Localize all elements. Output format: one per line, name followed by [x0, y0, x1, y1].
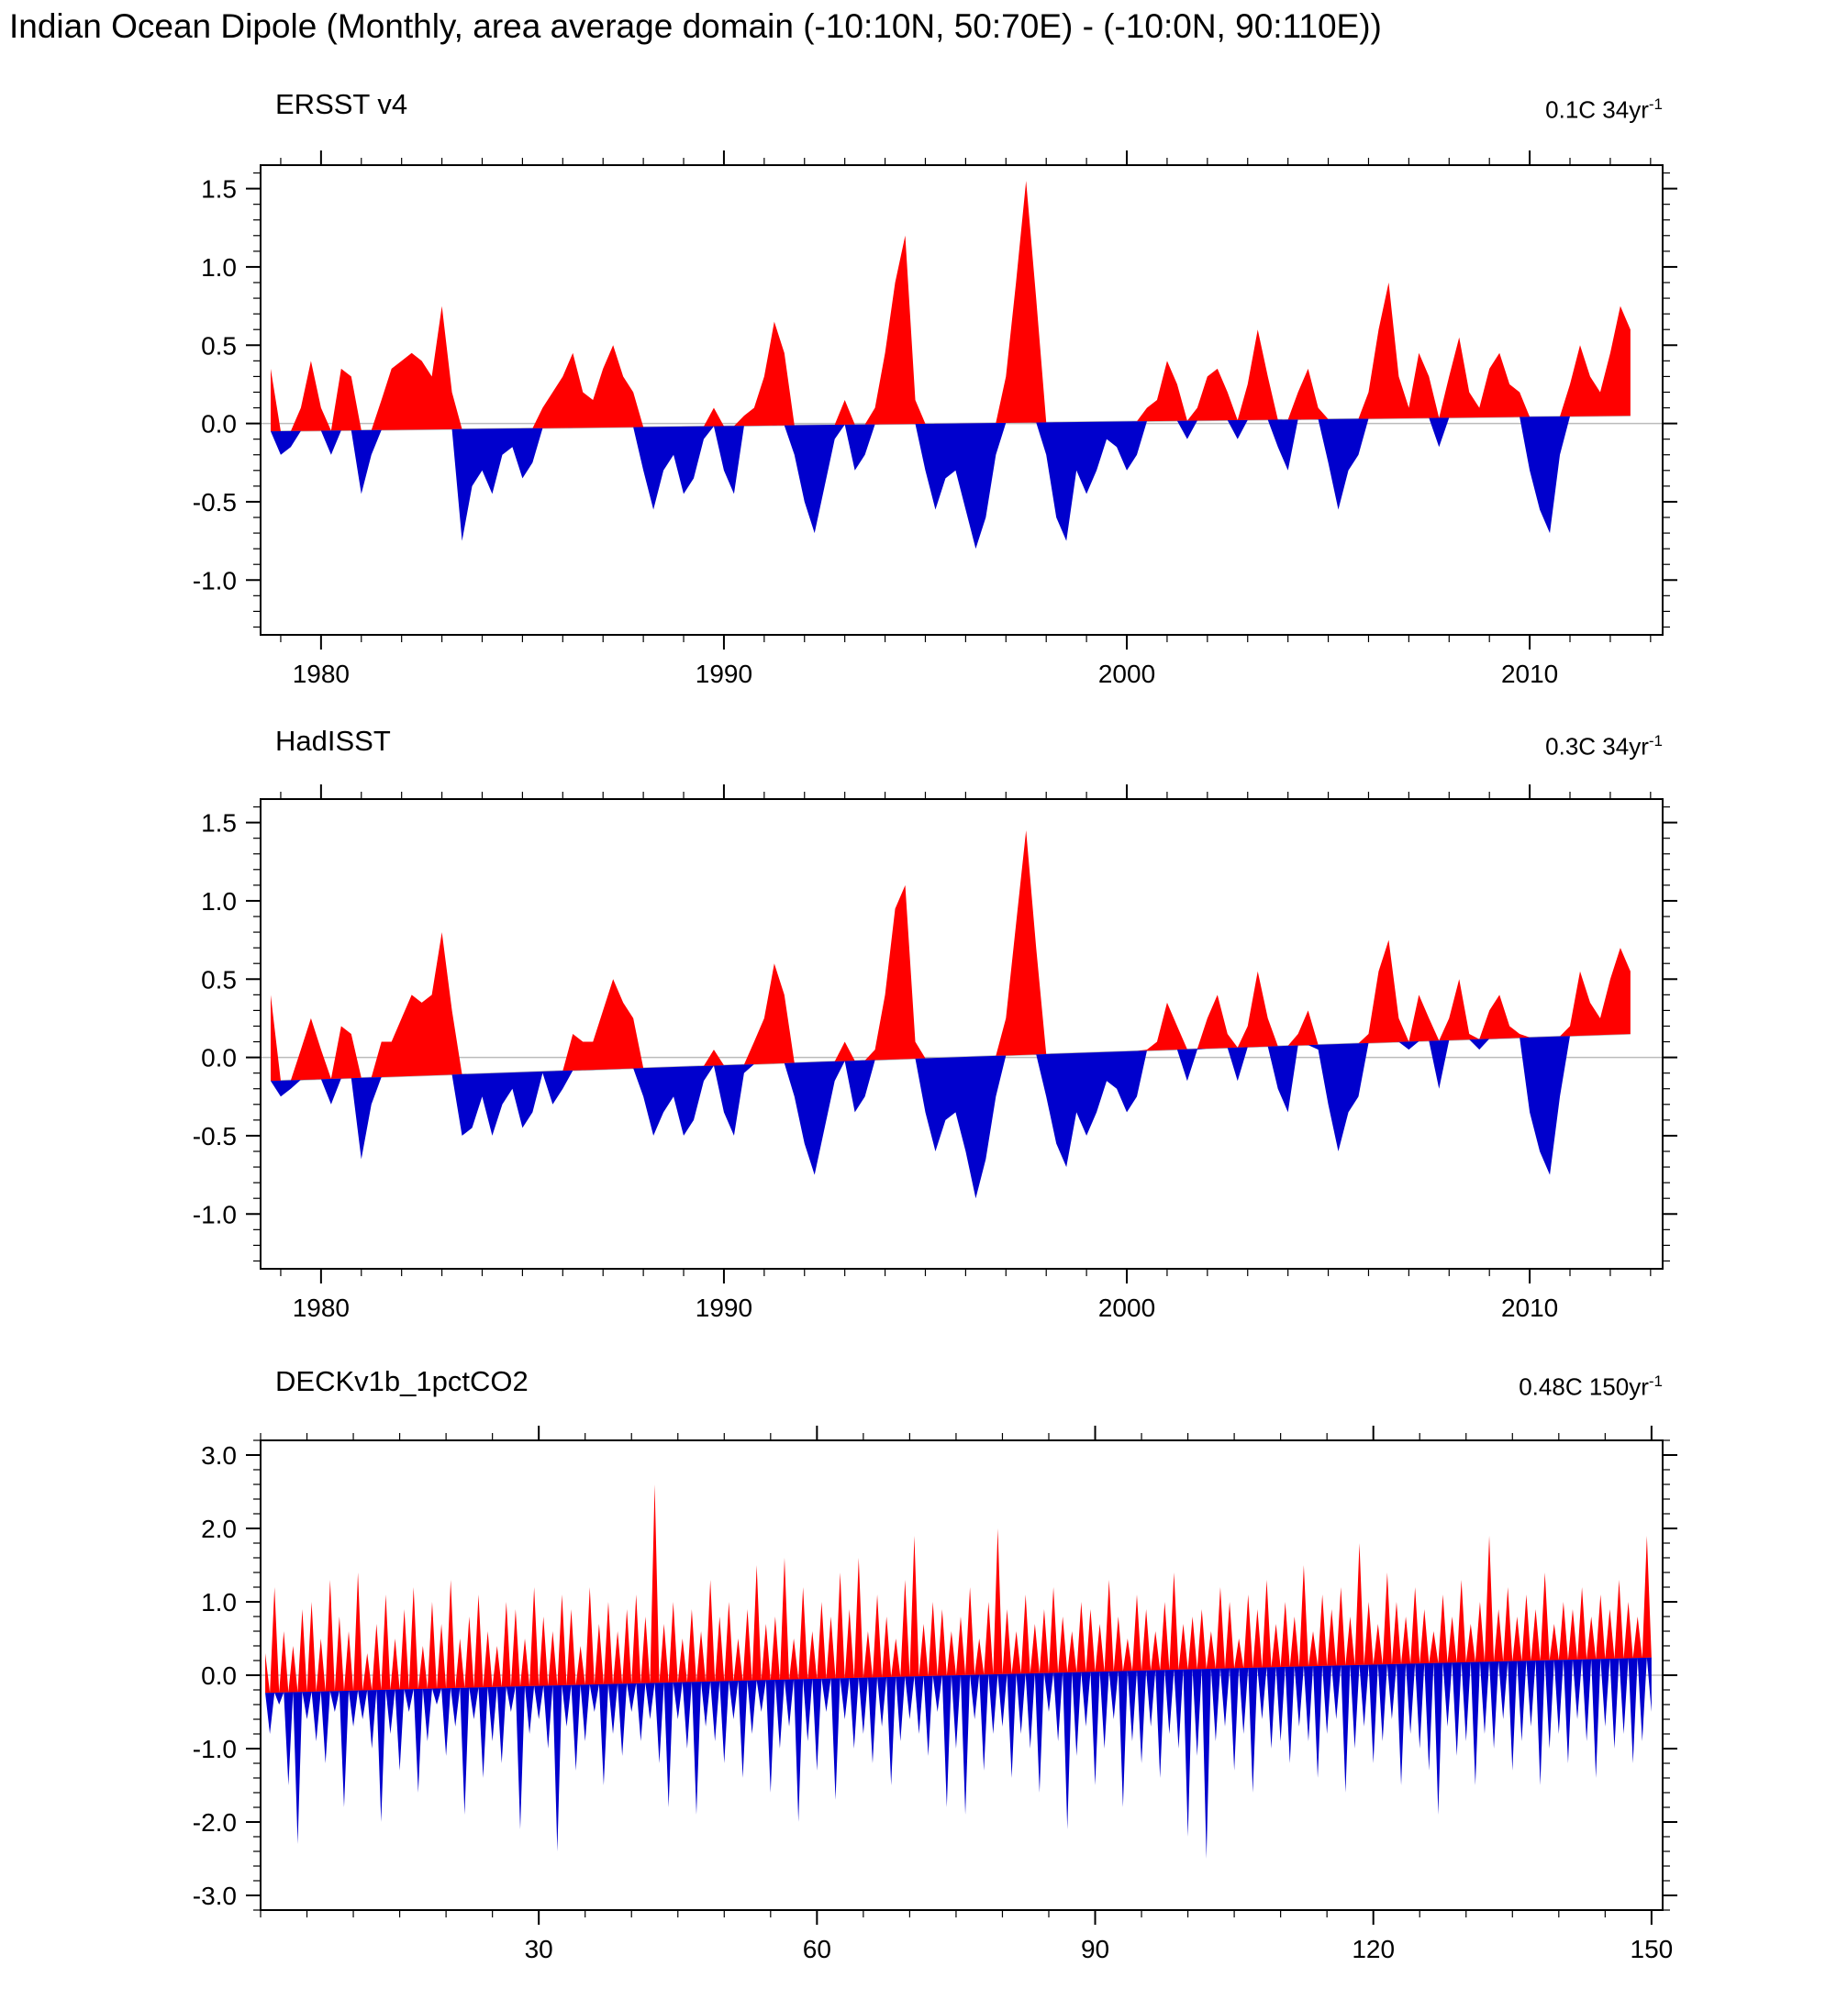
svg-text:60: 60 — [803, 1935, 831, 1963]
svg-text:-1.0: -1.0 — [193, 1735, 237, 1763]
svg-text:0.0: 0.0 — [201, 1661, 237, 1690]
svg-text:-2.0: -2.0 — [193, 1808, 237, 1837]
svg-text:1990: 1990 — [696, 660, 752, 688]
panel-deck-title: DECKv1b_1pctCO2 — [275, 1365, 529, 1397]
panel-hadisst-title: HadISST — [275, 725, 391, 757]
svg-text:1.0: 1.0 — [201, 253, 237, 282]
svg-text:1990: 1990 — [696, 1294, 752, 1322]
svg-text:-0.5: -0.5 — [193, 1122, 237, 1150]
svg-text:0.0: 0.0 — [201, 410, 237, 439]
trend-superscript: -1 — [1648, 1372, 1663, 1390]
svg-text:1.0: 1.0 — [201, 887, 237, 916]
svg-text:1.0: 1.0 — [201, 1588, 237, 1617]
trend-text: 0.3C 34yr — [1545, 732, 1649, 761]
trend-superscript: -1 — [1648, 732, 1663, 750]
svg-text:90: 90 — [1081, 1935, 1109, 1963]
page-title: Indian Ocean Dipole (Monthly, area avera… — [9, 7, 1382, 45]
hadisst-plot: 1980 1990 2000 2010 -1.0 -0.5 0.0 0.5 1.0 1.5 — [193, 784, 1677, 1322]
trend-superscript: -1 — [1648, 95, 1663, 113]
trend-text: 0.48C 150yr — [1519, 1372, 1649, 1401]
svg-text:-0.5: -0.5 — [193, 488, 237, 517]
svg-text:2000: 2000 — [1098, 660, 1155, 688]
svg-text:30: 30 — [525, 1935, 553, 1963]
svg-text:150: 150 — [1631, 1935, 1674, 1963]
svg-text:2010: 2010 — [1501, 660, 1558, 688]
svg-text:0.5: 0.5 — [201, 965, 237, 994]
svg-text:1980: 1980 — [293, 660, 350, 688]
svg-text:1.5: 1.5 — [201, 175, 237, 204]
svg-text:3.0: 3.0 — [201, 1441, 237, 1470]
trend-text: 0.1C 34yr — [1545, 95, 1649, 124]
svg-text:1.5: 1.5 — [201, 809, 237, 838]
svg-text:0.0: 0.0 — [201, 1044, 237, 1072]
svg-text:1980: 1980 — [293, 1294, 350, 1322]
svg-text:120: 120 — [1352, 1935, 1395, 1963]
panel-deck-trend-label: 0.48C 150yr-1 — [1519, 1372, 1663, 1402]
svg-text:-3.0: -3.0 — [193, 1882, 237, 1910]
svg-text:-1.0: -1.0 — [193, 566, 237, 594]
deck-plot: 30 60 90 120 150 -3.0 -2.0 -1.0 0.0 1.0 2.0 3.0 — [193, 1426, 1677, 1963]
svg-text:0.5: 0.5 — [201, 331, 237, 360]
ersst-plot: 1980 1990 2000 2010 -1.0 -0.5 0.0 0.5 1.0 1.5 — [193, 150, 1677, 688]
svg-text:-1.0: -1.0 — [193, 1200, 237, 1228]
svg-text:2000: 2000 — [1098, 1294, 1155, 1322]
svg-text:2010: 2010 — [1501, 1294, 1558, 1322]
svg-text:2.0: 2.0 — [201, 1515, 237, 1543]
panel-ersst-trend-label: 0.1C 34yr-1 — [1545, 95, 1663, 125]
panel-hadisst-trend-label: 0.3C 34yr-1 — [1545, 732, 1663, 761]
panel-ersst-title: ERSST v4 — [275, 88, 408, 120]
